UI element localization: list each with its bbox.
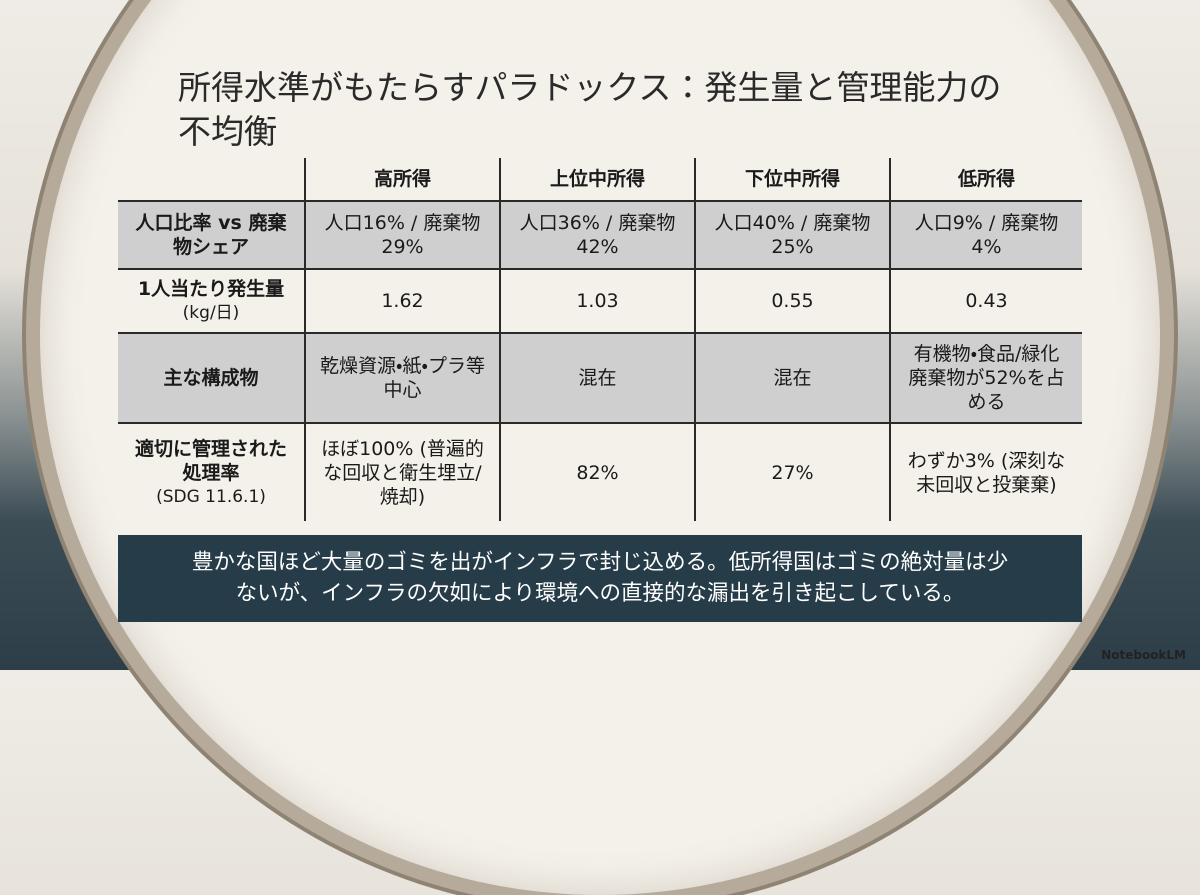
row-label: 人口比率 vs 廃棄物シェア [118,200,305,270]
summary-banner: 豊かな国ほど大量のゴミを出がインフラで封じ込める。低所得国はゴミの絶対量は少ない… [118,535,1082,622]
table-cell: 1.03 [499,269,695,333]
corner-cell [118,158,305,201]
table-row: 適切に管理された処理率 (SDG 11.6.1) ほぼ100% (普遍的な回収と衛生… [118,423,1082,521]
column-header: 低所得 [889,158,1082,201]
column-header: 高所得 [304,158,500,201]
table-row: 1人当たり発生量 (kg/日) 1.62 1.03 0.55 0.43 [118,269,1082,333]
row-label-text: 主な構成物 [163,367,259,389]
table-cell: 0.43 [889,269,1082,333]
table-cell: 有機物・食品/緑化廃棄物が52%を占める [889,332,1082,424]
brand: NotebookLM [1101,648,1186,662]
table-cell: 人口16% / 廃棄物29% [304,200,500,270]
row-label-text: 1人当たり発生量 [137,278,285,300]
table-cell: 乾燥資源・紙・プラ等中心 [304,332,500,424]
row-label: 適切に管理された処理率 (SDG 11.6.1) [118,423,305,521]
table-cell: わずか3% (深刻な未回収と投棄棄) [889,423,1082,521]
row-label-note: (SDG 11.6.1) [156,486,266,507]
row-label: 1人当たり発生量 (kg/日) [118,269,305,333]
row-label-text: 人口比率 vs 廃棄物シェア [135,212,287,258]
table-cell: 27% [694,423,890,521]
table-cell: ほぼ100% (普遍的な回収と衛生埋立/焼却) [304,423,500,521]
comparison-table: 高所得 上位中所得 下位中所得 低所得 人口比率 vs 廃棄物シェア 人口16% / 廃… [118,158,1082,521]
table-cell: 82% [499,423,695,521]
table-row: 主な構成物 乾燥資源・紙・プラ等中心 混在 混在 有機物・食品/緑化廃棄物が52%を占め… [118,332,1082,424]
table-cell: 0.55 [694,269,890,333]
row-label-text: 適切に管理された処理率 [134,437,287,484]
table-cell: 混在 [694,332,890,424]
table-row: 人口比率 vs 廃棄物シェア 人口16% / 廃棄物29% 人口36% / 廃棄物4… [118,200,1082,270]
table-cell: 1.62 [304,269,500,333]
row-label-note: (kg/日) [182,303,240,323]
table-cell: 人口40% / 廃棄物25% [694,200,890,270]
table-cell: 人口9% / 廃棄物4% [889,200,1082,270]
header-row: 高所得 上位中所得 下位中所得 低所得 [118,158,1082,201]
column-header: 上位中所得 [499,158,695,201]
table-cell: 人口36% / 廃棄物42% [499,200,695,270]
slide-title: 所得水準がもたらすパラドックス：発生量と管理能力の不均衡 [178,68,1002,151]
table-cell: 混在 [499,332,695,424]
row-label: 主な構成物 [118,332,305,424]
column-header: 下位中所得 [694,158,890,201]
